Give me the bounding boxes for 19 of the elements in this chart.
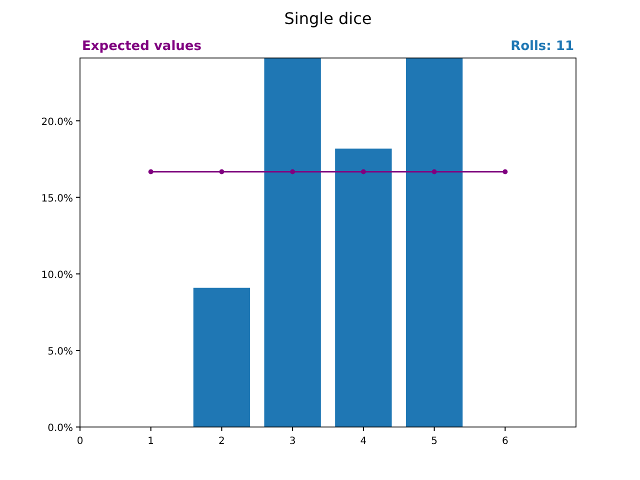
chart-title: Single dice — [284, 9, 372, 28]
text: Expected values — [82, 39, 202, 54]
x-tick-label: 2 — [218, 436, 225, 447]
x-tick-label: 6 — [502, 436, 508, 447]
bar — [406, 58, 463, 427]
bar — [193, 288, 250, 427]
x-tick-label: 4 — [360, 436, 367, 447]
x-tick-label: 5 — [431, 436, 438, 447]
y-tick-label: 5.0% — [48, 346, 73, 358]
text: Rolls: 11 — [510, 39, 574, 54]
y-tick-label: 15.0% — [41, 193, 73, 204]
y-tick-label: 0.0% — [48, 423, 73, 434]
bar — [335, 148, 392, 427]
x-tick-label: 3 — [289, 436, 296, 447]
x-tick-label: 0 — [76, 436, 84, 447]
bar — [264, 58, 321, 427]
y-tick-label: 10.0% — [41, 270, 73, 281]
y-tick-label: 20.0% — [41, 116, 73, 128]
x-tick-label: 1 — [148, 436, 154, 447]
